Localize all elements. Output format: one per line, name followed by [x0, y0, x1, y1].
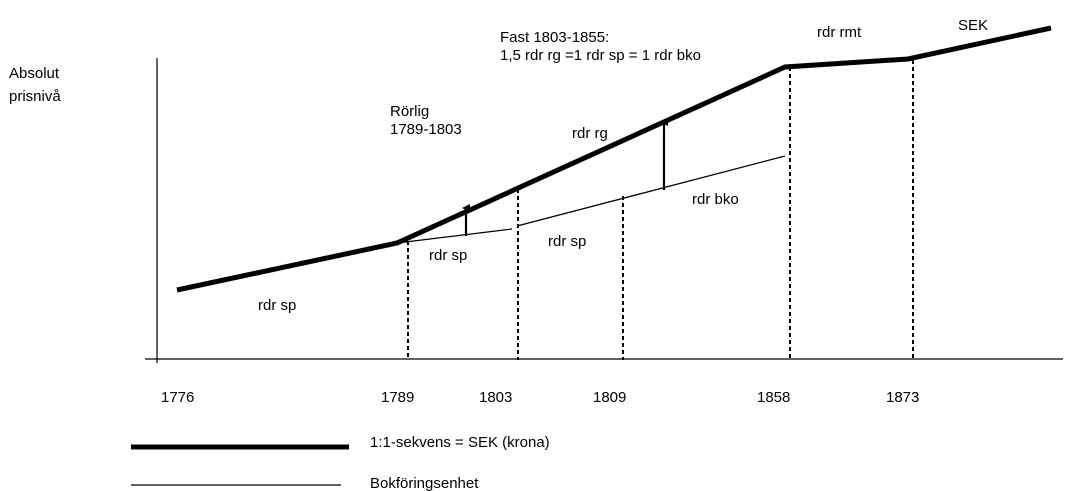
fast-period-title: Fast 1803-1855: — [500, 29, 609, 46]
x-tick-1789: 1789 — [381, 389, 414, 406]
legend-thin-label: Bokföringsenhet — [370, 475, 479, 491]
thin-line-segment-1 — [396, 228, 513, 244]
rorlig-period-label: 1789-1803 — [390, 121, 462, 138]
y-axis-label-line1: Absolut — [9, 65, 60, 82]
x-tick-1803: 1803 — [479, 389, 512, 406]
label-rdr-sp-early: rdr sp — [258, 297, 296, 314]
x-tick-1776: 1776 — [161, 389, 194, 406]
thin-line-segment-2 — [516, 155, 786, 227]
y-axis-label-line2: prisnivå — [9, 88, 61, 105]
label-rdr-sp-fixed: rdr sp — [548, 233, 586, 250]
thick-price-line — [176, 25, 1052, 293]
label-rdr-bko: rdr bko — [692, 191, 739, 208]
x-tick-1858: 1858 — [757, 389, 790, 406]
label-rdr-rmt: rdr rmt — [817, 24, 862, 41]
label-sek: SEK — [958, 17, 988, 34]
label-rdr-sp-variable: rdr sp — [429, 247, 467, 264]
legend-thick-label: 1:1-sekvens = SEK (krona) — [370, 434, 550, 451]
fast-period-relation: 1,5 rdr rg =1 rdr sp = 1 rdr bko — [500, 47, 701, 64]
x-tick-1809: 1809 — [593, 389, 626, 406]
x-tick-1873: 1873 — [886, 389, 919, 406]
rorlig-label: Rörlig — [390, 103, 429, 120]
label-rdr-rg: rdr rg — [572, 125, 608, 142]
